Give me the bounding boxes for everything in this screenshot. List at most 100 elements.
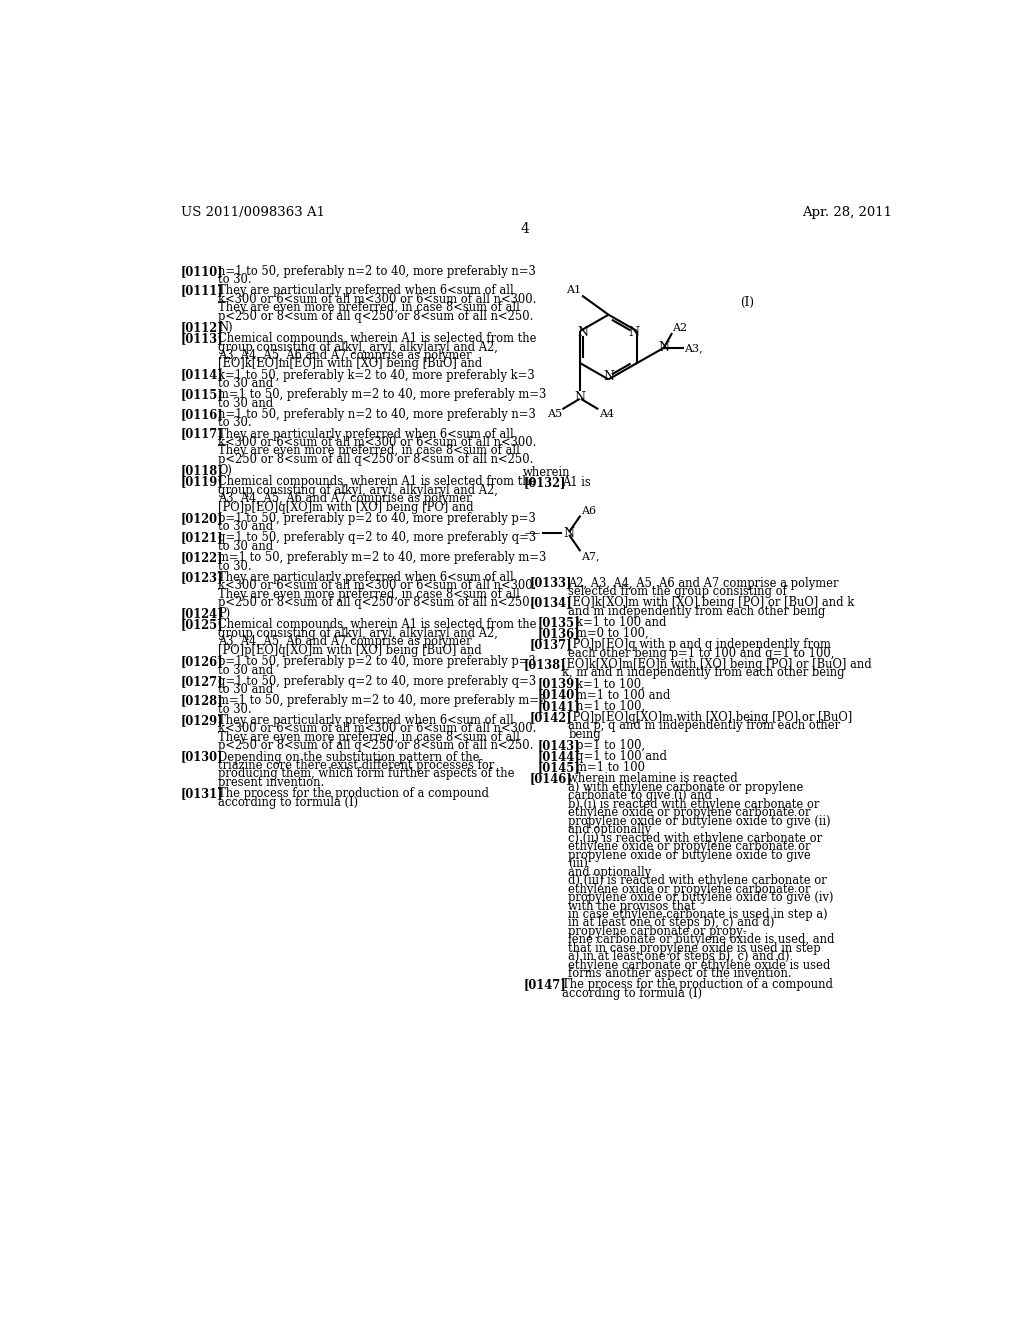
Text: A1: A1 (566, 285, 582, 296)
Text: [PO]p[EO]q[XO]m with [XO] being [PO] and: [PO]p[EO]q[XO]m with [XO] being [PO] and (218, 500, 473, 513)
Text: —: — (524, 527, 540, 540)
Text: to 30.: to 30. (218, 560, 252, 573)
Text: [0126]: [0126] (180, 655, 223, 668)
Text: triazine core there exist different processes for: triazine core there exist different proc… (218, 759, 495, 772)
Text: N: N (629, 326, 640, 339)
Text: [0125]: [0125] (180, 619, 223, 631)
Text: k=1 to 100 and: k=1 to 100 and (575, 615, 667, 628)
Text: a) in at least one of steps b), c) and d): a) in at least one of steps b), c) and d… (568, 950, 790, 964)
Text: propylene oxide or butylene oxide to give: propylene oxide or butylene oxide to giv… (568, 849, 811, 862)
Text: to 30 and: to 30 and (218, 520, 273, 533)
Text: group consisting of alkyl, aryl, alkylaryl and A2,: group consisting of alkyl, aryl, alkylar… (218, 483, 498, 496)
Text: [0117]: [0117] (180, 428, 223, 441)
Text: (iii): (iii) (568, 857, 588, 870)
Text: A5: A5 (547, 409, 562, 420)
Text: [0115]: [0115] (180, 388, 223, 401)
Text: group consisting of alkyl, aryl, alkylaryl and A2,: group consisting of alkyl, aryl, alkylar… (218, 341, 498, 354)
Text: Chemical compounds, wherein A1 is selected from the: Chemical compounds, wherein A1 is select… (218, 619, 537, 631)
Text: producing them, which form further aspects of the: producing them, which form further aspec… (218, 767, 514, 780)
Text: n=1 to 100,: n=1 to 100, (575, 700, 645, 713)
Text: [0143]: [0143] (538, 739, 580, 752)
Text: m=1 to 50, preferably m=2 to 40, more preferably m=3: m=1 to 50, preferably m=2 to 40, more pr… (218, 694, 546, 708)
Text: to 30.: to 30. (218, 416, 252, 429)
Text: [0116]: [0116] (180, 408, 223, 421)
Text: Chemical compounds, wherein A1 is selected from the: Chemical compounds, wherein A1 is select… (218, 333, 537, 345)
Text: [PO]p[EO]q[XO]m with [XO] being [PO] or [BuO]: [PO]p[EO]q[XO]m with [XO] being [PO] or … (568, 711, 852, 723)
Text: A7,: A7, (581, 552, 599, 561)
Text: [0146]: [0146] (529, 772, 572, 785)
Text: selected from the group consisting of: selected from the group consisting of (568, 585, 787, 598)
Text: to 30.: to 30. (218, 702, 252, 715)
Text: to 30 and: to 30 and (218, 540, 273, 553)
Text: A2: A2 (673, 323, 687, 333)
Text: N: N (574, 391, 586, 404)
Text: A3,: A3, (684, 343, 702, 352)
Text: 4: 4 (520, 222, 529, 235)
Text: [EO]k[EO]m[EO]n with [XO] being [BuO] and: [EO]k[EO]m[EO]n with [XO] being [BuO] an… (218, 358, 482, 371)
Text: [0118]: [0118] (180, 465, 223, 477)
Text: being: being (568, 727, 601, 741)
Text: [0111]: [0111] (180, 284, 223, 297)
Text: [0130]: [0130] (180, 751, 223, 763)
Text: p<250 or 8<sum of all q<250 or 8<sum of all n<250.: p<250 or 8<sum of all q<250 or 8<sum of … (218, 310, 534, 322)
Text: The process for the production of a compound: The process for the production of a comp… (562, 978, 833, 991)
Text: that in case propylene oxide is used in step: that in case propylene oxide is used in … (568, 942, 821, 954)
Text: They are particularly preferred when 6<sum of all: They are particularly preferred when 6<s… (218, 714, 514, 727)
Text: n=1 to 50, preferably n=2 to 40, more preferably n=3: n=1 to 50, preferably n=2 to 40, more pr… (218, 264, 536, 277)
Text: propylene oxide or butylene oxide to give (ii): propylene oxide or butylene oxide to giv… (568, 814, 830, 828)
Text: A1 is: A1 is (562, 477, 591, 490)
Text: present invention.: present invention. (218, 776, 325, 789)
Text: m=1 to 100 and: m=1 to 100 and (575, 689, 671, 701)
Text: group consisting of alkyl, aryl, alkylaryl and A2,: group consisting of alkyl, aryl, alkylar… (218, 627, 498, 640)
Text: to 30 and: to 30 and (218, 664, 273, 677)
Text: [0120]: [0120] (180, 512, 223, 525)
Text: [0122]: [0122] (180, 552, 223, 564)
Text: [0147]: [0147] (523, 978, 566, 991)
Text: k<300 or 6<sum of all m<300 or 6<sum of all n<300.: k<300 or 6<sum of all m<300 or 6<sum of … (218, 722, 537, 735)
Text: [0127]: [0127] (180, 675, 223, 688)
Text: k=1 to 50, preferably k=2 to 40, more preferably k=3: k=1 to 50, preferably k=2 to 40, more pr… (218, 368, 535, 381)
Text: k<300 or 6<sum of all m<300 or 6<sum of all n<300.: k<300 or 6<sum of all m<300 or 6<sum of … (218, 293, 537, 306)
Text: [0136]: [0136] (538, 627, 580, 640)
Text: propylene carbonate or propy-: propylene carbonate or propy- (568, 925, 746, 939)
Text: carbonate to give (i) and: carbonate to give (i) and (568, 789, 713, 803)
Text: [0137]: [0137] (529, 638, 572, 651)
Text: N): N) (218, 321, 232, 334)
Text: p<250 or 8<sum of all q<250 or 8<sum of all n<250.: p<250 or 8<sum of all q<250 or 8<sum of … (218, 597, 534, 609)
Text: propylene oxide or butylene oxide to give (iv): propylene oxide or butylene oxide to giv… (568, 891, 834, 904)
Text: A3, A4, A5, A6 and A7 comprise as polymer: A3, A4, A5, A6 and A7 comprise as polyme… (218, 635, 471, 648)
Text: [0132]: [0132] (523, 477, 565, 490)
Text: [0112]: [0112] (180, 321, 223, 334)
Text: ethylene oxide or propylene carbonate or: ethylene oxide or propylene carbonate or (568, 807, 811, 820)
Text: [0121]: [0121] (180, 532, 223, 544)
Text: They are particularly preferred when 6<sum of all: They are particularly preferred when 6<s… (218, 284, 514, 297)
Text: to 30 and: to 30 and (218, 397, 273, 409)
Text: They are particularly preferred when 6<sum of all: They are particularly preferred when 6<s… (218, 428, 514, 441)
Text: The process for the production of a compound: The process for the production of a comp… (218, 787, 488, 800)
Text: and optionally: and optionally (568, 866, 651, 879)
Text: in case ethylene carbonate is used in step a): in case ethylene carbonate is used in st… (568, 908, 827, 921)
Text: forms another aspect of the invention.: forms another aspect of the invention. (568, 968, 792, 981)
Text: in at least one of steps b), c) and d): in at least one of steps b), c) and d) (568, 916, 775, 929)
Text: p<250 or 8<sum of all q<250 or 8<sum of all n<250.: p<250 or 8<sum of all q<250 or 8<sum of … (218, 739, 534, 752)
Text: [0139]: [0139] (538, 677, 580, 690)
Text: lene carbonate or butylene oxide is used, and: lene carbonate or butylene oxide is used… (568, 933, 835, 946)
Text: [PO]p[EO]q[XO]m with [XO] being [BuO] and: [PO]p[EO]q[XO]m with [XO] being [BuO] an… (218, 644, 481, 657)
Text: m=0 to 100,: m=0 to 100, (575, 627, 648, 640)
Text: p=1 to 50, preferably p=2 to 40, more preferably p=3: p=1 to 50, preferably p=2 to 40, more pr… (218, 512, 536, 525)
Text: n=1 to 50, preferably n=2 to 40, more preferably n=3: n=1 to 50, preferably n=2 to 40, more pr… (218, 408, 536, 421)
Text: according to formula (I): according to formula (I) (562, 987, 702, 1001)
Text: [0123]: [0123] (180, 570, 223, 583)
Text: q=1 to 50, preferably q=2 to 40, more preferably q=3: q=1 to 50, preferably q=2 to 40, more pr… (218, 532, 536, 544)
Text: N: N (563, 527, 574, 540)
Text: [0124]: [0124] (180, 607, 223, 620)
Text: O): O) (218, 465, 231, 477)
Text: with the provisos that: with the provisos that (568, 899, 695, 912)
Text: Depending on the substitution pattern of the: Depending on the substitution pattern of… (218, 751, 479, 763)
Text: p=1 to 50, preferably p=2 to 40, more preferably p=3: p=1 to 50, preferably p=2 to 40, more pr… (218, 655, 536, 668)
Text: N: N (578, 326, 589, 339)
Text: wherein melamine is reacted: wherein melamine is reacted (568, 772, 738, 785)
Text: p=1 to 100,: p=1 to 100, (575, 739, 645, 752)
Text: each other being p=1 to 100 and q=1 to 100,: each other being p=1 to 100 and q=1 to 1… (568, 647, 835, 660)
Text: A3, A4, A5, A6 and A7 comprise as polymer: A3, A4, A5, A6 and A7 comprise as polyme… (218, 492, 471, 506)
